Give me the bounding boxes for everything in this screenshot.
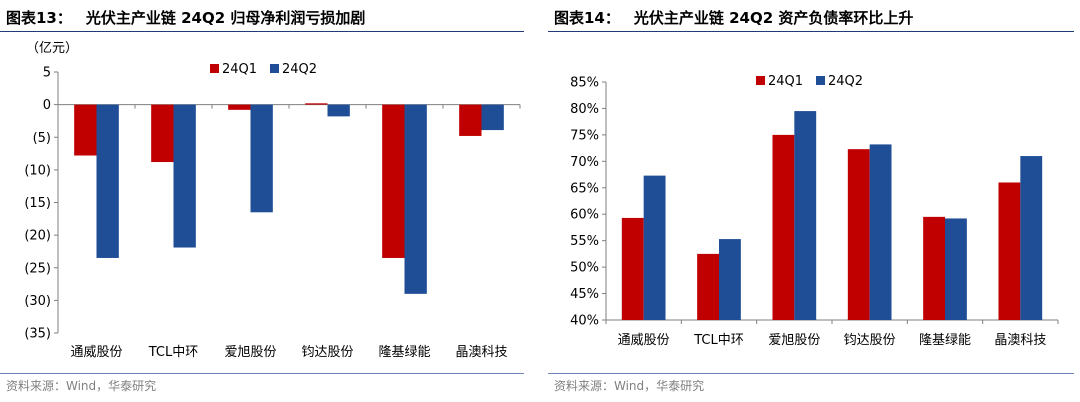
- right-figure-number: 图表14：: [554, 9, 620, 27]
- right-y-tick-label: 85%: [570, 76, 599, 91]
- left-bar-24q1: [382, 104, 405, 258]
- right-y-tick-label: 50%: [570, 261, 599, 276]
- right-category-label: 钧达股份: [844, 333, 896, 348]
- right-category-label: 隆基绿能: [919, 333, 971, 348]
- right-y-tick-label: 80%: [570, 102, 599, 117]
- left-figure-title-text: 光伏主产业链 24Q2 归母净利润亏损加剧: [85, 9, 366, 27]
- right-y-tick-label: 65%: [570, 181, 599, 196]
- left-legend-swatch-24q1: [210, 64, 219, 73]
- right-legend-label-24q2: 24Q2: [828, 74, 863, 89]
- left-y-tick-label: 5: [43, 66, 51, 81]
- right-bar-24q1: [621, 217, 644, 320]
- left-bar-24q1: [305, 103, 328, 105]
- left-title-rule: [0, 31, 524, 32]
- left-y-unit-label: （亿元）: [26, 41, 78, 56]
- right-category-label: 通威股份: [618, 333, 670, 348]
- left-bar-chart: （亿元） 5 0 (5) (10) (15) (20) (25) (30) (35) 通威股份 TCL…: [24, 41, 521, 360]
- right-category-label: 晶澳科技: [994, 332, 1046, 348]
- right-legend-label-24q1: 24Q1: [768, 74, 803, 89]
- left-y-tick-label: (5): [33, 131, 51, 146]
- right-bar-chart: 40% 45% 50% 55% 60% 65% 70% 75% 80% 85% 通威股份 TCL中环 爱…: [570, 74, 1059, 348]
- right-bar-24q2: [643, 175, 666, 320]
- right-bar-24q1: [772, 134, 795, 320]
- left-category-label: 晶澳科技: [455, 344, 507, 360]
- left-figure-number: 图表13：: [6, 9, 72, 27]
- left-category-label: TCL中环: [148, 345, 199, 360]
- right-figure-title-text: 光伏主产业链 24Q2 资产负债率环比上升: [633, 9, 914, 27]
- left-bar-24q1: [74, 104, 97, 156]
- left-figure-panel: 图表13： 光伏主产业链 24Q2 归母净利润亏损加剧 （亿元） 5 0 (5) (10)…: [0, 0, 530, 402]
- left-figure-title: 图表13： 光伏主产业链 24Q2 归母净利润亏损加剧: [6, 7, 365, 28]
- left-bar-24q2: [250, 104, 273, 213]
- right-bar-24q2: [869, 144, 892, 320]
- right-y-tick-label: 55%: [570, 234, 599, 249]
- right-category-label: 爱旭股份: [768, 333, 820, 348]
- left-bar-24q1: [459, 104, 482, 136]
- right-bar-24q2: [945, 218, 967, 320]
- right-source-rule: [548, 373, 1074, 374]
- left-category-label: 通威股份: [70, 345, 122, 360]
- left-y-tick-label: (30): [24, 294, 51, 309]
- right-figure-panel: 图表14： 光伏主产业链 24Q2 资产负债率环比上升 40% 45% 50% 55% 6…: [548, 0, 1080, 402]
- left-source-rule: [0, 373, 524, 374]
- left-y-tick-label: (10): [24, 163, 51, 178]
- right-y-tick-label: 70%: [570, 155, 599, 170]
- left-y-tick-label: (15): [24, 196, 51, 211]
- left-category-label: 爱旭股份: [224, 345, 276, 360]
- left-category-label: 隆基绿能: [378, 345, 430, 360]
- right-y-tick-label: 60%: [570, 208, 599, 223]
- right-bar-24q1: [998, 182, 1021, 320]
- left-bar-24q1: [228, 104, 251, 110]
- right-category-label: TCL中环: [693, 333, 744, 348]
- left-bar-24q2: [96, 104, 119, 258]
- left-bar-24q2: [404, 104, 427, 294]
- left-y-tick-label: (25): [24, 261, 51, 276]
- right-bar-24q1: [697, 253, 719, 320]
- left-bar-24q1: [151, 104, 174, 163]
- right-y-tick-label: 40%: [570, 314, 599, 329]
- right-bar-24q1: [847, 149, 870, 320]
- left-category-label: 钧达股份: [301, 345, 353, 360]
- right-legend-swatch-24q2: [816, 76, 825, 85]
- right-legend-swatch-24q1: [756, 76, 765, 85]
- left-source-note: 资料来源：Wind，华泰研究: [6, 379, 157, 393]
- left-legend-label-24q1: 24Q1: [222, 62, 257, 77]
- right-bar-24q2: [794, 111, 817, 320]
- left-y-tick-label: 0: [43, 98, 51, 113]
- right-y-tick-label: 45%: [570, 287, 599, 302]
- left-bar-24q2: [481, 104, 504, 131]
- left-legend-label-24q2: 24Q2: [282, 62, 317, 77]
- left-bar-24q2: [327, 104, 350, 117]
- right-bar-24q1: [923, 216, 945, 320]
- right-title-rule: [548, 31, 1074, 32]
- right-source-note: 资料来源：Wind，华泰研究: [554, 379, 705, 393]
- left-y-tick-label: (20): [24, 229, 51, 244]
- left-legend-swatch-24q2: [270, 64, 279, 73]
- right-bar-24q2: [719, 239, 741, 320]
- left-bar-24q2: [173, 104, 196, 248]
- right-bar-24q2: [1020, 156, 1043, 320]
- right-figure-title: 图表14： 光伏主产业链 24Q2 资产负债率环比上升: [554, 7, 913, 28]
- left-y-tick-label: (35): [24, 327, 51, 342]
- right-y-tick-label: 75%: [570, 128, 599, 143]
